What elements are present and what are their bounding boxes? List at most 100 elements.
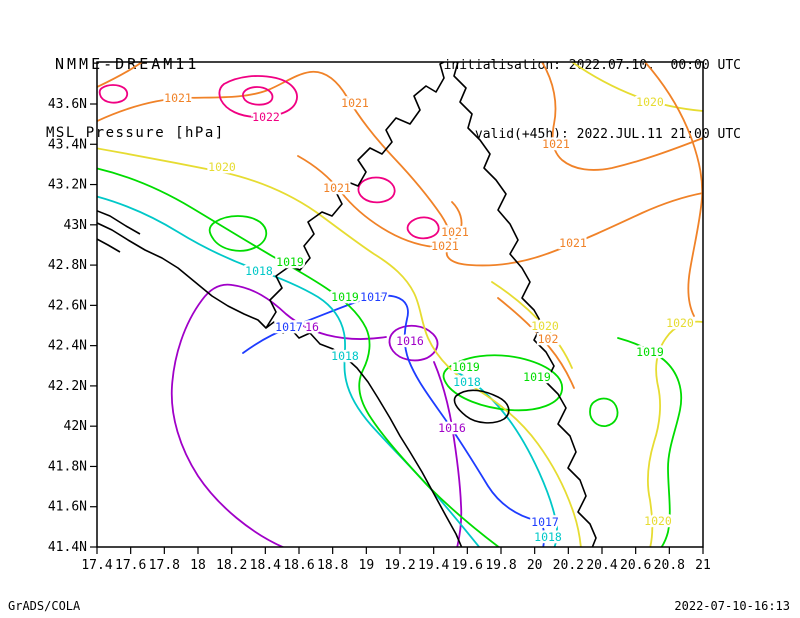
contour-line-1020 xyxy=(491,281,573,369)
contour-label-1017: 1017 xyxy=(275,320,303,334)
y-axis-tick-label: 42.6N xyxy=(48,298,87,313)
model-title: NMME-DREAM11 xyxy=(55,55,200,73)
contour-label-1021: 1021 xyxy=(559,236,587,250)
y-axis-tick-label: 42.4N xyxy=(48,339,87,354)
contour-line-1020 xyxy=(571,62,703,112)
contour-label-1021: 1021 xyxy=(431,239,459,253)
x-axis-tick-label: 20 xyxy=(527,558,543,573)
contour-line-1018 xyxy=(451,369,558,547)
x-axis-tick-label: 18 xyxy=(190,558,206,573)
contour-label-1020: 1020 xyxy=(666,316,694,330)
contour-line-1021 xyxy=(644,62,703,317)
x-axis-tick-label: 19 xyxy=(359,558,375,573)
contour-line-1019 xyxy=(97,167,501,547)
x-axis-tick-label: 19.8 xyxy=(485,558,516,573)
contour-line-1022 xyxy=(357,176,396,204)
contour-label-1021: 1021 xyxy=(441,225,469,239)
x-axis-tick-label: 18.4 xyxy=(250,558,281,573)
contour-label-1016: 1016 xyxy=(438,421,466,435)
contour-line-1019 xyxy=(589,397,619,427)
y-axis-tick-label: 42N xyxy=(64,419,87,434)
contour-line-1018 xyxy=(97,195,481,547)
contour-label-1019: 1019 xyxy=(276,255,304,269)
contour-line-1020 xyxy=(97,147,582,547)
contour-label-1022: 1022 xyxy=(252,110,280,124)
contour-line-1021 xyxy=(541,62,703,171)
contour-line-1019 xyxy=(617,337,683,547)
x-axis-tick-label: 18.6 xyxy=(283,558,314,573)
x-axis-tick-label: 19.6 xyxy=(452,558,483,573)
contour-label-1018: 1018 xyxy=(534,530,562,544)
contour-label-1021: 1021 xyxy=(341,96,369,110)
coastline-border xyxy=(97,238,121,253)
contour-line-1021 xyxy=(497,297,575,389)
contour-label-1020: 1020 xyxy=(636,95,664,109)
header-right: initialisation: 2022.07.10. 00:00 UTC va… xyxy=(444,8,741,192)
x-axis-tick-label: 18.8 xyxy=(317,558,348,573)
y-axis-tick-label: 42.2N xyxy=(48,379,87,394)
field-title: MSL Pressure [hPa] xyxy=(46,125,225,141)
x-axis-tick-label: 21 xyxy=(695,558,711,573)
y-axis-tick-label: 41.6N xyxy=(48,500,87,515)
contour-line-1022 xyxy=(98,84,129,104)
x-axis-tick-label: 20.4 xyxy=(586,558,617,573)
contour-label-1016: 16 xyxy=(305,320,319,334)
contour-label-1018: 1018 xyxy=(331,349,359,363)
coastline-border xyxy=(453,389,510,424)
contour-line-1021 xyxy=(297,155,463,248)
contour-line-1017 xyxy=(242,294,546,547)
contour-label-1016: 1016 xyxy=(396,334,424,348)
x-axis-tick-label: 17.8 xyxy=(149,558,180,573)
header-left: NMME-DREAM11 MSL Pressure [hPa] xyxy=(46,7,225,191)
contour-line-1019 xyxy=(442,354,563,412)
contour-line-1022 xyxy=(241,86,274,106)
contour-label-1020: 1020 xyxy=(531,319,559,333)
contour-label-1018: 1018 xyxy=(453,375,481,389)
contour-line-1021 xyxy=(97,70,703,267)
contour-line-1022 xyxy=(218,75,298,118)
contour-label-1020: 1020 xyxy=(644,514,672,528)
contour-label-1021: 1021 xyxy=(164,91,192,105)
coastline-border xyxy=(453,62,597,547)
coastline-border xyxy=(97,222,463,547)
x-axis-tick-label: 19.2 xyxy=(384,558,415,573)
contour-line-1019 xyxy=(208,215,268,252)
y-axis-tick-label: 43.2N xyxy=(48,178,87,193)
contour-line-1016 xyxy=(170,283,387,547)
creation-timestamp: 2022-07-10-16:13 xyxy=(674,599,790,613)
contour-line-1022 xyxy=(406,216,440,240)
y-axis-tick-label: 42.8N xyxy=(48,258,87,273)
x-axis-tick-label: 17.4 xyxy=(81,558,112,573)
x-axis-tick-label: 17.6 xyxy=(115,558,146,573)
y-axis-tick-label: 43.6N xyxy=(48,97,87,112)
x-axis-tick-label: 20.6 xyxy=(620,558,651,573)
contour-label-1019: 1019 xyxy=(331,290,359,304)
x-axis-tick-label: 19.4 xyxy=(418,558,449,573)
contour-label-1017: 1017 xyxy=(531,515,559,529)
coastline-border xyxy=(265,62,445,329)
y-axis-tick-label: 41.4N xyxy=(48,540,87,555)
contour-label-1019: 1019 xyxy=(523,370,551,384)
contour-label-1019: 1019 xyxy=(636,345,664,359)
contour-label-1018: 1018 xyxy=(245,264,273,278)
contour-label-1017: 1017 xyxy=(360,290,388,304)
grads-credit: GrADS/COLA xyxy=(8,599,81,613)
contour-line-1021 xyxy=(97,62,143,89)
x-axis-tick-label: 20.8 xyxy=(654,558,685,573)
y-axis-tick-label: 43N xyxy=(64,218,87,233)
contour-label-1020: 1020 xyxy=(208,160,236,174)
y-axis-tick-label: 43.4N xyxy=(48,137,87,152)
y-axis-tick-label: 41.8N xyxy=(48,459,87,474)
contour-line-1020 xyxy=(647,320,703,547)
coastline-border xyxy=(97,209,141,235)
contour-label-1021: 1021 xyxy=(323,181,351,195)
map-frame xyxy=(96,61,704,548)
x-axis-tick-label: 18.2 xyxy=(216,558,247,573)
contour-label-1019: 1019 xyxy=(452,360,480,374)
x-axis-tick-label: 20.2 xyxy=(553,558,584,573)
contour-label-1021: 1021 xyxy=(542,137,570,151)
contour-label-1021: 102 xyxy=(538,332,559,346)
